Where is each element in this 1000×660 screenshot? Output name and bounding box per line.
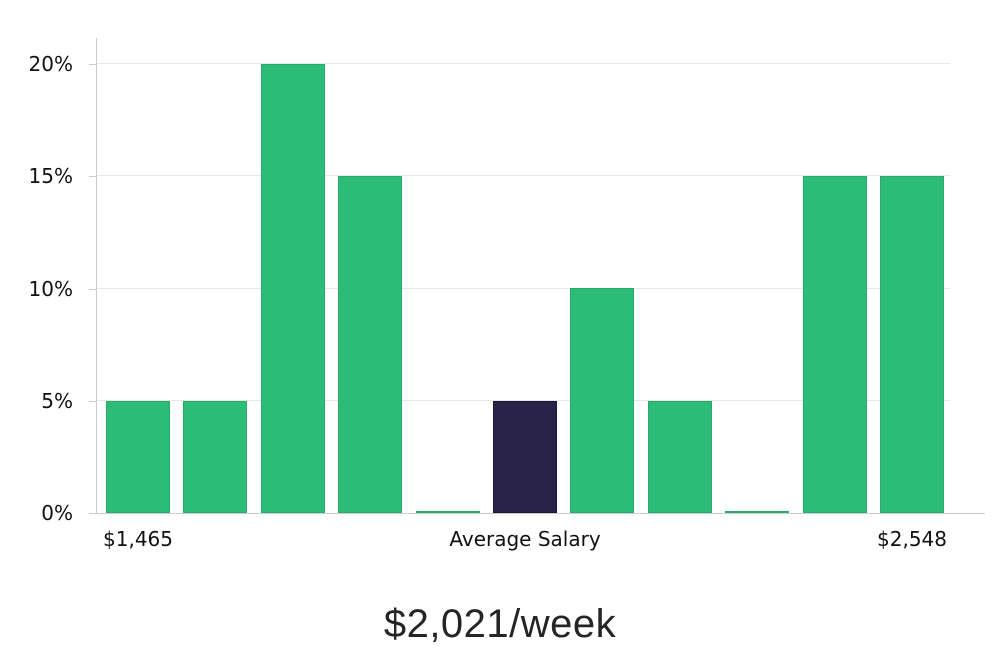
gridline — [97, 287, 950, 289]
bar[interactable] — [260, 64, 325, 513]
bar[interactable] — [415, 511, 480, 513]
chart-plot-area — [97, 38, 985, 514]
bar[interactable] — [570, 288, 635, 513]
average-salary-caption: $2,021/week — [383, 602, 617, 646]
y-axis-tick — [89, 176, 97, 178]
y-axis-tick — [89, 513, 97, 514]
gridline — [97, 175, 950, 177]
y-axis-tick-label: 0% — [41, 501, 73, 525]
y-axis-tick — [89, 400, 97, 402]
average-salary-bar[interactable] — [493, 401, 557, 513]
y-axis-tick — [89, 288, 97, 290]
bar[interactable] — [725, 511, 790, 513]
y-axis-tick-label: 15% — [28, 164, 73, 189]
x-axis-label: Average Salary — [449, 527, 601, 551]
y-axis-line — [96, 38, 97, 514]
y-axis-tick-label: 5% — [41, 388, 73, 413]
gridline — [97, 63, 950, 64]
bar[interactable] — [106, 401, 170, 513]
y-axis-tick — [89, 64, 97, 65]
gridline — [97, 399, 950, 401]
bar[interactable] — [802, 176, 867, 513]
bar[interactable] — [647, 401, 712, 513]
bar[interactable] — [183, 401, 248, 513]
x-axis-label: $1,465 — [103, 527, 173, 551]
bar[interactable] — [880, 176, 944, 513]
y-axis-tick-label: 10% — [28, 276, 73, 301]
x-axis-label: $2,548 — [877, 527, 947, 551]
x-axis-line — [97, 513, 985, 514]
bar[interactable] — [338, 176, 403, 513]
y-axis-tick-label: 20% — [28, 52, 73, 76]
